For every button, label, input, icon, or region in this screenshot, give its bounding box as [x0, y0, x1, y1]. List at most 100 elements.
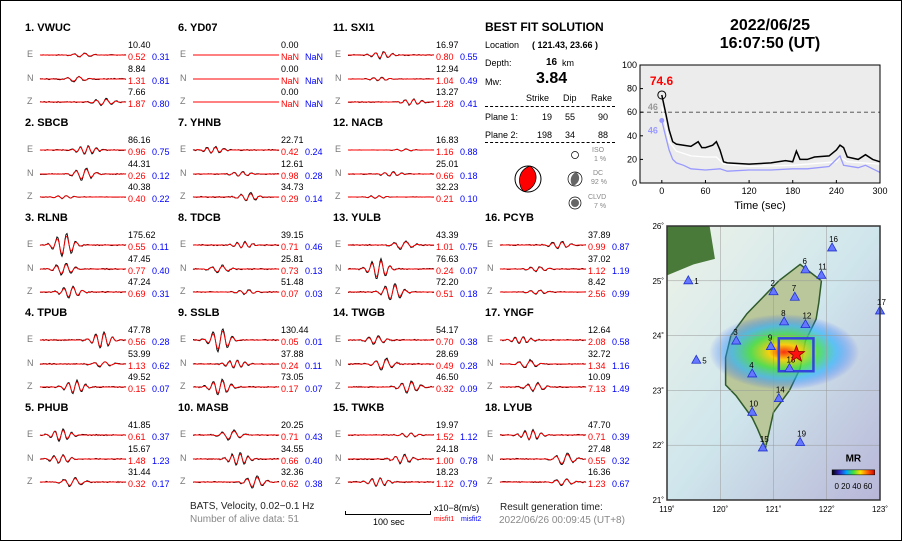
misfit2-value: 0.80 [152, 99, 170, 109]
synthetic-trace [500, 453, 587, 464]
synthetic-trace [500, 430, 586, 440]
misfit1-value: 1.31 [128, 75, 146, 86]
waveform-trace [347, 432, 435, 438]
mr-colorbar [831, 469, 875, 476]
synthetic-trace [193, 193, 279, 201]
waveform-trace [348, 282, 435, 301]
amplitude-value: 73.05 [281, 372, 304, 382]
synthetic-trace [348, 171, 434, 176]
misfit2-value: 0.17 [152, 479, 170, 489]
amplitude-value: 53.99 [128, 348, 151, 359]
component-label: Z [180, 476, 186, 486]
misfit1-value: 1.12 [436, 479, 454, 489]
misfit1-value: 2.56 [588, 289, 606, 299]
amplitude-value: 16.36 [588, 467, 611, 477]
mw-label: Mw: [485, 77, 502, 87]
synthetic-trace [193, 452, 279, 464]
waveform-trace [192, 264, 280, 273]
waveform-trace [39, 476, 127, 488]
component-label: E [487, 334, 494, 344]
amplitude-value: 13.27 [436, 87, 459, 97]
synthetic-trace [193, 330, 279, 350]
mr-heatmap [709, 314, 860, 391]
misfit1-value: 0.07 [281, 289, 299, 299]
misfit1-value: 0.66 [281, 455, 299, 466]
amplitude-value: 37.89 [588, 230, 611, 240]
misfit2-value: NaN [305, 52, 324, 62]
component-label: E [27, 429, 34, 439]
misfit1-value: 1.52 [436, 432, 454, 442]
colorbar-ticks: 0 20 40 60 [834, 482, 872, 491]
x-tick-label: 0 [659, 186, 664, 196]
synthetic-trace [500, 359, 586, 368]
header-dip: Dip [563, 93, 577, 103]
amplitude-value: 22.71 [281, 135, 304, 145]
synthetic-trace [193, 380, 279, 395]
lat-tick-label: 25˚ [652, 277, 664, 286]
amplitude-value: 20.25 [281, 420, 304, 430]
misfit2-value: 0.38 [460, 337, 478, 347]
waveform-trace [347, 335, 435, 345]
station-triangle-icon [800, 318, 811, 329]
misfit1-value: 0.51 [436, 289, 454, 299]
misfit1-value: 0.24 [436, 265, 454, 276]
lon-tick-label: 120˚ [712, 505, 728, 514]
waveform-trace [192, 451, 280, 466]
synthetic-trace [348, 432, 434, 438]
component-label: E [487, 429, 494, 439]
mainland-coast [667, 226, 715, 276]
misfit2-value: 0.39 [612, 432, 630, 442]
component-label: N [27, 262, 34, 273]
misfit1-value: 0.61 [128, 432, 146, 442]
waveform-trace [39, 378, 127, 395]
misfit2-value: 0.99 [612, 289, 630, 299]
misfit2-value: 0.40 [152, 265, 170, 276]
misfit1-value: 0.70 [436, 337, 454, 347]
amplitude-value: 24.18 [436, 443, 459, 454]
station-name: 10. MASB [178, 402, 229, 414]
component-label: Z [27, 191, 33, 201]
mw-value: 3.84 [536, 70, 568, 87]
station-number: 19 [797, 429, 806, 438]
waveform-trace [499, 452, 587, 465]
misfit2-value: 0.38 [305, 479, 323, 489]
station-number: 1 [694, 277, 699, 286]
waveform-trace [192, 359, 280, 368]
amplitude-value: 44.31 [128, 158, 151, 169]
misfit1-value: 1.87 [128, 99, 146, 109]
misfit2-value: 0.88 [460, 147, 478, 157]
component-label: E [180, 239, 187, 249]
station-number: 15 [760, 435, 769, 444]
amplitude-value: 39.15 [281, 230, 304, 240]
misfit1-value: 0.55 [588, 455, 606, 466]
misfit1-value: 1.28 [436, 99, 454, 109]
waveform-trace [347, 98, 435, 106]
component-label: E [335, 239, 342, 249]
amplitude-value: 175.62 [128, 230, 156, 240]
beachball-icon [514, 165, 542, 193]
misfit1-value: 0.77 [128, 265, 146, 276]
mechanism-panel [514, 151, 583, 210]
time-scale-label: 100 sec [373, 517, 405, 527]
x-tick-label: 300 [872, 186, 887, 196]
synthetic-trace [193, 476, 280, 488]
misfit1-value: 0.21 [436, 194, 454, 204]
misfit1-value: 0.96 [128, 147, 146, 157]
misfit2-value: 0.28 [460, 360, 478, 371]
misfit2-value: 0.79 [460, 479, 478, 489]
location-label: Location [485, 40, 520, 50]
misfit2-value: 0.07 [305, 384, 323, 394]
amplitude-value: 28.69 [436, 348, 459, 359]
amplitude-value: 32.23 [436, 182, 459, 192]
misfit2-value: 0.07 [460, 265, 478, 276]
plane2-dip: 34 [565, 130, 576, 140]
misfit1-value: 1.00 [436, 455, 454, 466]
misfit2-value: 0.24 [305, 147, 323, 157]
misfit1-value: 0.55 [128, 242, 146, 252]
station-number: 17 [877, 298, 886, 307]
synthetic-trace [348, 336, 434, 344]
waveform-trace [40, 285, 127, 299]
station-name: 8. TDCB [178, 212, 221, 224]
